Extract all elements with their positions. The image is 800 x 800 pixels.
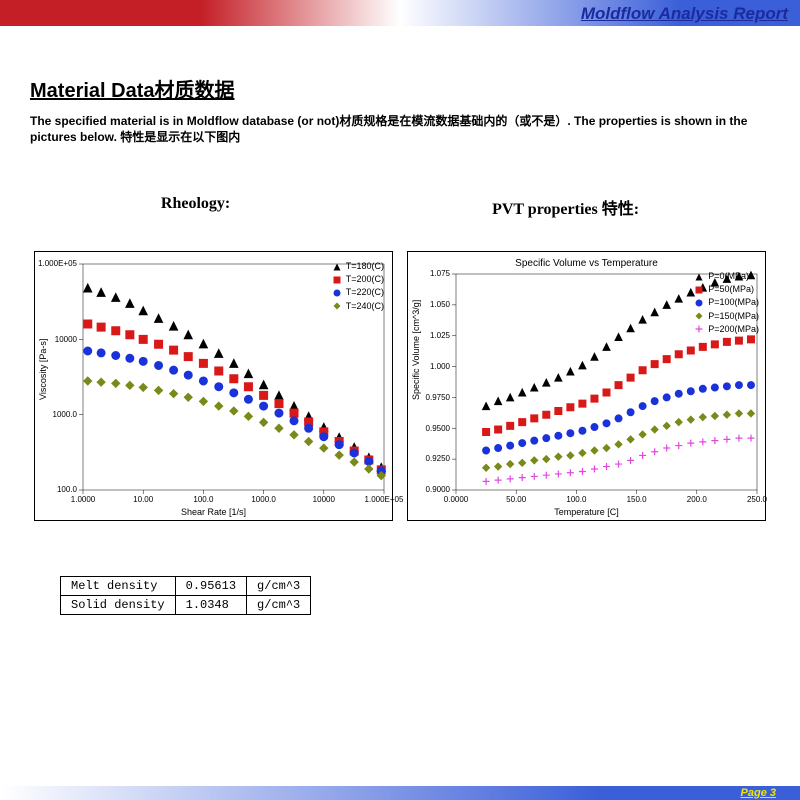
subhead-pvt: PVT properties 特性: — [492, 195, 639, 219]
density-value-cell: 1.0348 — [175, 596, 246, 615]
content-area: Material Data材质数据 The specified material… — [0, 26, 800, 615]
subhead-rheology: Rheology: — [161, 195, 230, 219]
density-name-cell: Solid density — [61, 596, 176, 615]
table-row: Solid density 1.0348 g/cm^3 — [61, 596, 311, 615]
density-value-cell: 0.95613 — [175, 577, 246, 596]
table-row: Melt density 0.95613 g/cm^3 — [61, 577, 311, 596]
header-title: Moldflow Analysis Report — [581, 4, 788, 26]
section-title: Material Data材质数据 — [30, 74, 770, 103]
density-name-cell: Melt density — [61, 577, 176, 596]
charts-row: 1.000010.00100.01000.0100001.000E+05100.… — [30, 251, 770, 521]
density-unit-cell: g/cm^3 — [247, 577, 311, 596]
density-unit-cell: g/cm^3 — [247, 596, 311, 615]
subheadings-row: Rheology: PVT properties 特性: — [30, 195, 770, 219]
pvt-chart: 0.000050.00100.0150.0200.0250.00.90000.9… — [407, 251, 766, 521]
header-band: Moldflow Analysis Report — [0, 0, 800, 26]
density-table: Melt density 0.95613 g/cm^3 Solid densit… — [60, 576, 311, 615]
footer-band: Page 3 — [0, 786, 800, 800]
section-description: The specified material is in Moldflow da… — [30, 113, 770, 145]
page-number: Page 3 — [741, 787, 776, 799]
rheology-chart: 1.000010.00100.01000.0100001.000E+05100.… — [34, 251, 393, 521]
